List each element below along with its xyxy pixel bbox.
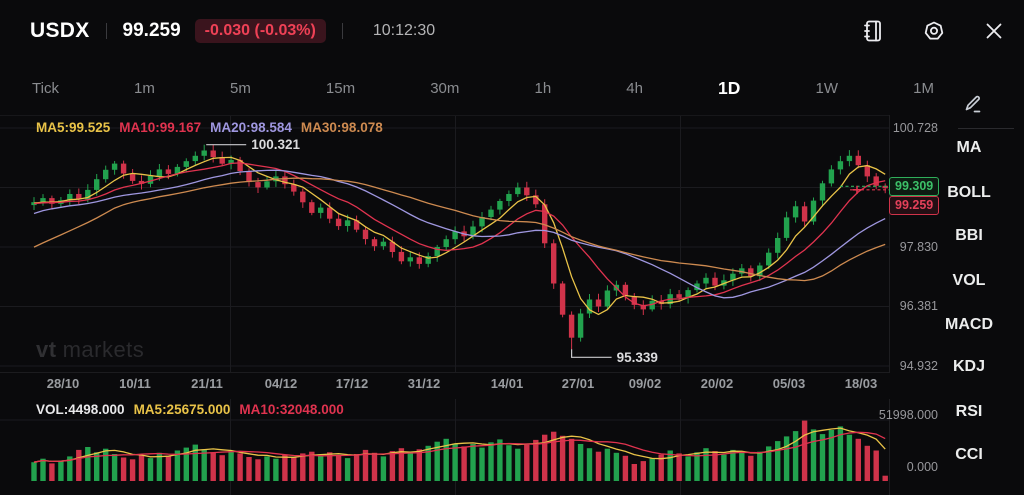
last-price-badge: 99.259 xyxy=(889,196,940,215)
change-badge: -0.030 (-0.03%) xyxy=(194,19,326,43)
vol-value-legend: VOL:4498.000 xyxy=(36,402,125,417)
vol-ma5-legend: MA5:25675.000 xyxy=(133,402,231,417)
axis-tick-label: 96.381 xyxy=(899,299,938,314)
close-icon[interactable] xyxy=(982,19,1006,43)
timeframe-tab-4h[interactable]: 4h xyxy=(626,80,643,97)
timeframe-tab-1m[interactable]: 1M xyxy=(913,80,934,97)
axis-tick-label: 0.000 xyxy=(906,460,938,474)
date-tick-label: 09/02 xyxy=(628,376,662,391)
axis-tick-label: 51998.000 xyxy=(878,408,938,422)
timeframe-tab-tick[interactable]: Tick xyxy=(32,80,59,97)
indicator-sidebar: MA BOLL BBI VOL MACD KDJ RSI CCI xyxy=(940,115,998,495)
ma-legend: MA5:99.525 MA10:99.167 MA20:98.584 MA30:98.… xyxy=(36,120,392,135)
volume-chart[interactable] xyxy=(0,399,890,495)
ma10-legend: MA10:99.167 xyxy=(119,120,202,135)
date-tick-label: 20/02 xyxy=(700,376,734,391)
svg-text:95.339: 95.339 xyxy=(617,350,658,365)
date-tick-label: 28/10 xyxy=(46,376,80,391)
sidebar-divider xyxy=(958,128,1014,129)
indicator-item-kdj[interactable]: KDJ xyxy=(952,358,985,375)
timeframe-tab-5m[interactable]: 5m xyxy=(229,80,251,97)
timeframe-tab-1h[interactable]: 1h xyxy=(534,80,552,97)
indicator-item-cci[interactable]: CCI xyxy=(955,446,983,463)
indicator-item-rsi[interactable]: RSI xyxy=(955,403,983,420)
axis-tick-label: 97.830 xyxy=(899,239,938,254)
date-tick-label: 14/01 xyxy=(490,376,524,391)
timeframe-tab-1m[interactable]: 1m xyxy=(134,80,155,97)
timeframe-tab-30m[interactable]: 30m xyxy=(430,80,460,97)
header-divider xyxy=(341,23,343,39)
timeframe-tab-15m[interactable]: 15m xyxy=(325,80,356,97)
timeframe-tabbar: Tick 1m 5m 15m 30m 1h 4h 1D 1W 1M xyxy=(30,62,936,115)
last-price: 99.259 xyxy=(122,20,181,41)
indicator-item-boll[interactable]: BOLL xyxy=(947,184,991,201)
chart-region: 100.321 95.339 MA5:99.525 MA10:99.167 MA20:… xyxy=(0,115,890,495)
indicator-item-macd[interactable]: MACD xyxy=(945,316,993,333)
date-tick-label: 21/11 xyxy=(191,376,223,391)
watermark-light: markets xyxy=(62,337,145,362)
journal-icon[interactable] xyxy=(862,19,886,43)
axis-tick-label: 94.932 xyxy=(899,358,938,373)
timeframe-tab-1w[interactable]: 1W xyxy=(815,80,839,97)
date-tick-label: 04/12 xyxy=(264,376,298,391)
vtmarkets-watermark: vt markets xyxy=(36,337,144,363)
candlestick-chart[interactable]: 100.321 95.339 xyxy=(0,115,890,373)
ma30-legend: MA30:98.078 xyxy=(300,120,383,135)
vol-ma10-legend: MA10:32048.000 xyxy=(239,402,344,417)
date-tick-label: 05/03 xyxy=(772,376,806,391)
date-tick-label: 27/01 xyxy=(561,376,595,391)
ask-price-badge: 99.309 xyxy=(889,177,940,196)
settings-icon[interactable] xyxy=(922,19,946,43)
date-tick-label: 17/12 xyxy=(335,376,369,391)
header-divider xyxy=(105,23,107,39)
date-tick-label: 10/11 xyxy=(119,376,151,391)
volume-legend: VOL:4498.000 MA5:25675.000 MA10:32048.000 xyxy=(36,402,353,417)
header: USDX 99.259 -0.030 (-0.03%) 10:12:30 xyxy=(0,0,1024,62)
date-tick-label: 31/12 xyxy=(407,376,441,391)
drawing-tools-icon[interactable] xyxy=(961,91,985,115)
ma5-legend: MA5:99.525 xyxy=(36,120,111,135)
timeframe-tab-1d[interactable]: 1D xyxy=(718,78,741,98)
ma20-legend: MA20:98.584 xyxy=(210,120,292,135)
indicator-item-vol[interactable]: VOL xyxy=(952,272,986,289)
date-tick-label: 18/03 xyxy=(844,376,878,391)
indicator-item-ma[interactable]: MA xyxy=(956,139,982,156)
symbol-title: USDX xyxy=(30,19,90,42)
indicator-item-bbi[interactable]: BBI xyxy=(955,227,983,244)
date-axis: 28/10 10/11 21/11 04/12 17/12 31/12 14/01 27/01… xyxy=(0,373,890,399)
header-icons xyxy=(862,19,1006,43)
svg-text:100.321: 100.321 xyxy=(251,137,300,152)
server-time: 10:12:30 xyxy=(372,22,436,39)
axis-tick-label: 100.728 xyxy=(892,121,938,135)
watermark-bold: vt xyxy=(36,337,57,362)
